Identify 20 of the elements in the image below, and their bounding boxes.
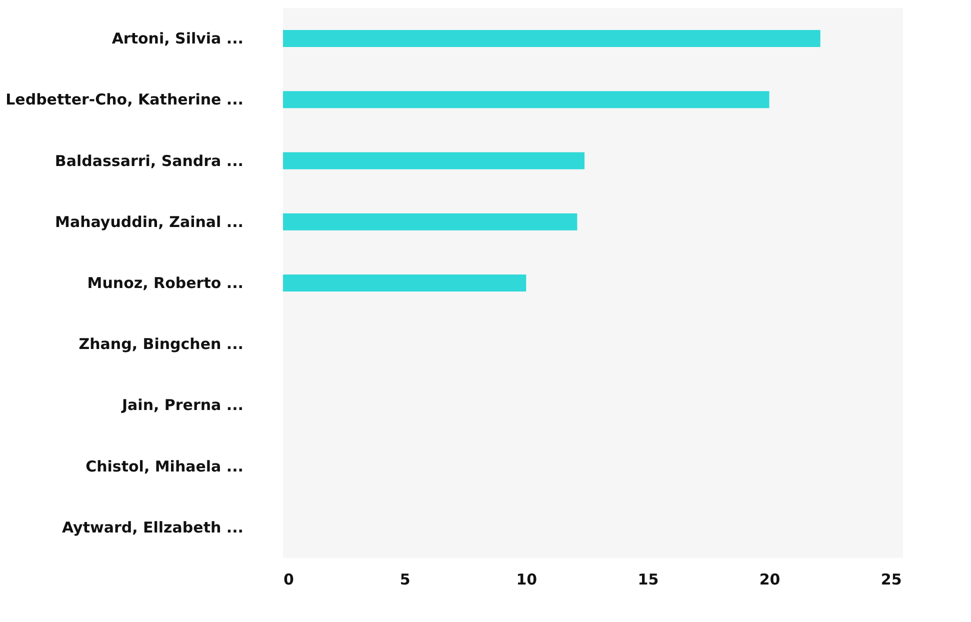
y-tick-label: Jain, Prerna ...: [120, 396, 244, 414]
y-tick-label: Zhang, Bingchen ...: [78, 335, 244, 354]
y-tick-label: Aytward, Ellzabeth ...: [62, 518, 244, 536]
y-tick-label: Chistol, Mihaela ...: [86, 457, 244, 476]
x-tick-label: 25: [880, 570, 902, 588]
y-tick-label: Munoz, Roberto ...: [87, 274, 244, 292]
bar: [283, 152, 584, 170]
bar: [283, 91, 770, 108]
bar: [283, 213, 578, 230]
bar: [283, 274, 526, 292]
x-tick-label: 15: [638, 570, 659, 588]
bar: [283, 30, 820, 48]
x-tick-label: 20: [759, 570, 780, 588]
y-tick-label: Artoni, Silvia ...: [112, 30, 244, 48]
x-tick-label: 0: [284, 570, 294, 588]
x-tick-label: 10: [516, 570, 538, 588]
y-tick-label: Mahayuddin, Zainal ...: [55, 212, 244, 231]
x-tick-label: 5: [400, 570, 410, 588]
y-tick-label: Ledbetter-Cho, Katherine ...: [6, 90, 244, 109]
y-tick-label: Baldassarri, Sandra ...: [54, 152, 244, 170]
